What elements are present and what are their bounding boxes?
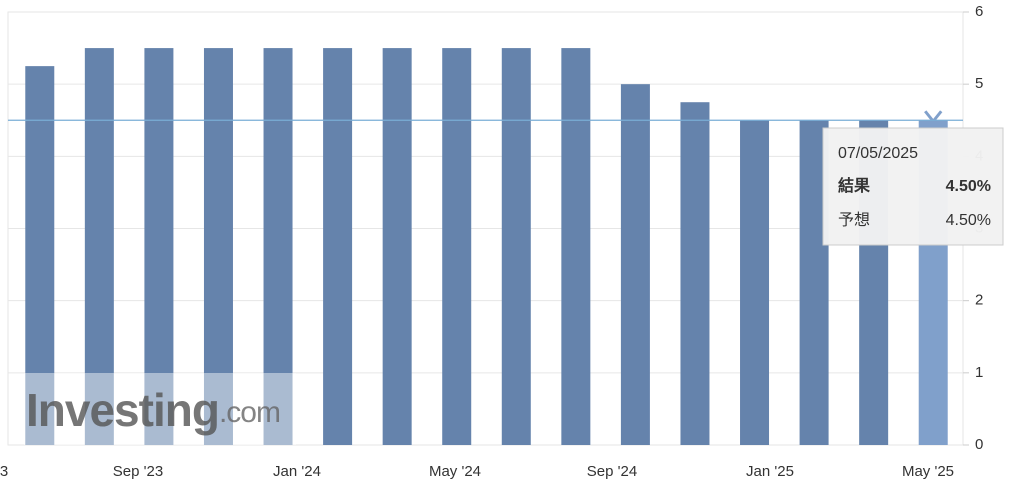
y-tick-label: 5 bbox=[975, 75, 983, 92]
bar bbox=[680, 102, 710, 445]
y-tick-label: 6 bbox=[975, 3, 983, 20]
x-tick-label: Sep '24 bbox=[587, 463, 637, 480]
bar bbox=[203, 48, 233, 445]
watermark-fade bbox=[24, 373, 296, 445]
bar bbox=[620, 84, 650, 446]
x-tick-label: Jan '25 bbox=[746, 463, 794, 480]
x-tick-label: Sep '23 bbox=[113, 463, 163, 480]
x-tick-label: Jan '24 bbox=[273, 463, 321, 480]
hover-marker bbox=[924, 110, 943, 124]
bar bbox=[501, 48, 531, 445]
tooltip-label: 予想 bbox=[838, 211, 870, 229]
watermark: Investing.com bbox=[26, 384, 280, 436]
bar bbox=[263, 48, 293, 445]
y-tick-label: 2 bbox=[975, 292, 983, 309]
bar bbox=[25, 66, 55, 445]
bar bbox=[740, 120, 770, 445]
tooltip: 07/05/2025 結果 4.50% 予想 4.50% bbox=[822, 127, 1004, 246]
x-tick-label: May '24 bbox=[429, 463, 481, 480]
y-tick-label: 0 bbox=[975, 436, 983, 453]
x-tick-label: May '25 bbox=[902, 463, 954, 480]
tooltip-date: 07/05/2025 bbox=[838, 145, 918, 162]
bar bbox=[561, 48, 591, 445]
watermark-name: Investing bbox=[26, 384, 219, 436]
watermark-suffix: .com bbox=[219, 396, 280, 429]
tooltip-value: 4.50% bbox=[946, 212, 991, 229]
tooltip-value: 4.50% bbox=[946, 178, 991, 195]
bar bbox=[442, 48, 472, 445]
tooltip-label: 結果 bbox=[838, 176, 870, 195]
bar bbox=[144, 48, 174, 445]
x-tick-label: 3 bbox=[0, 463, 8, 480]
bar bbox=[84, 48, 114, 445]
bar bbox=[382, 48, 412, 445]
tooltip-box bbox=[822, 127, 1004, 246]
bar bbox=[323, 48, 353, 445]
y-tick-label: 1 bbox=[975, 364, 983, 381]
